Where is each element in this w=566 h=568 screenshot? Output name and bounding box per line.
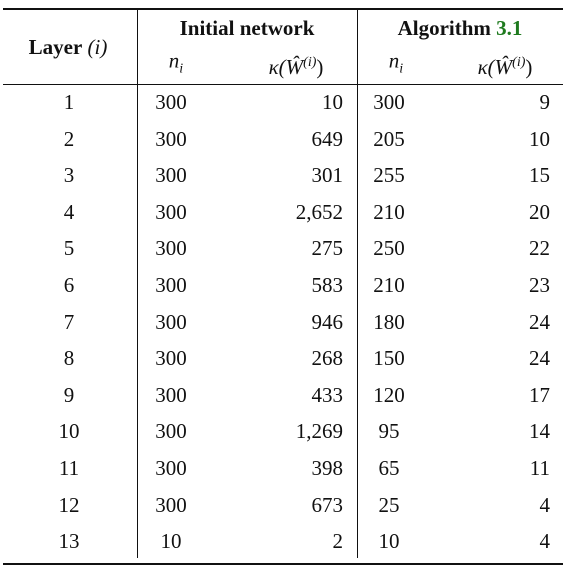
- alg-kappa-cell: 11: [529, 456, 550, 480]
- init-n-cell: 300: [155, 419, 187, 444]
- alg-kappa-cell: 10: [529, 126, 550, 151]
- header-rule: [3, 84, 563, 85]
- init-kappa-cell: 398: [311, 456, 344, 480]
- alg-kappa-cell: 24: [529, 309, 550, 334]
- init-n-cell: 300: [155, 126, 187, 151]
- layer-header: Layer (i): [29, 35, 108, 59]
- alg-n-cell: 10: [378, 529, 400, 554]
- layer-cell: 2: [63, 126, 75, 151]
- layer-cell: 5: [63, 236, 75, 261]
- column-divider: [137, 10, 138, 558]
- init-kappa-cell: 1,269: [295, 419, 343, 444]
- top-rule: [3, 8, 563, 10]
- group-header: Initial network: [179, 16, 315, 40]
- layer-cell: 7: [63, 309, 75, 334]
- alg-kappa-cell: 24: [529, 346, 550, 371]
- layer-cell: 1: [63, 90, 75, 114]
- layer-cell: 8: [63, 346, 75, 371]
- alg-kappa-cell: 23: [529, 273, 550, 297]
- alg-n-cell: 150: [373, 346, 405, 371]
- init-n-cell: 10: [160, 529, 182, 554]
- column-header: ni: [389, 48, 403, 81]
- alg-kappa-cell: 4: [539, 529, 551, 554]
- alg-kappa-cell: 22: [529, 236, 550, 261]
- alg-kappa-cell: 9: [539, 90, 551, 114]
- group-label: Algorithm: [397, 16, 491, 40]
- layer-cell: 11: [58, 456, 80, 480]
- bottom-rule: [3, 563, 563, 565]
- init-n-cell: 300: [155, 346, 187, 371]
- alg-kappa-cell: 4: [539, 492, 551, 517]
- column-base: n: [388, 48, 400, 73]
- alg-n-cell: 25: [378, 492, 400, 517]
- layer-cell: 6: [63, 273, 75, 297]
- layer-cell: 10: [58, 419, 80, 444]
- column-base: n: [168, 48, 180, 73]
- alg-n-cell: 205: [373, 126, 405, 151]
- alg-n-cell: 180: [373, 309, 405, 334]
- alg-n-cell: 210: [373, 273, 405, 297]
- column-sup: (i): [303, 55, 317, 70]
- alg-n-cell: 300: [373, 90, 405, 114]
- column-header: κ(Ŵ(i)): [269, 51, 324, 79]
- init-kappa-cell: 583: [311, 273, 344, 297]
- layer-cell: 3: [63, 163, 75, 188]
- init-n-cell: 300: [155, 236, 187, 261]
- layer-var: (i): [87, 35, 108, 59]
- init-n-cell: 300: [155, 199, 187, 224]
- init-n-cell: 300: [155, 163, 187, 188]
- init-kappa-cell: 673: [311, 492, 344, 517]
- alg-n-cell: 120: [373, 382, 405, 407]
- alg-kappa-cell: 15: [529, 163, 550, 188]
- group-header: Algorithm 3.1: [398, 16, 523, 40]
- layer-label: Layer: [28, 35, 83, 59]
- init-kappa-cell: 268: [311, 346, 344, 371]
- alg-kappa-cell: 14: [529, 419, 550, 444]
- column-close: ): [525, 55, 533, 79]
- layer-cell: 4: [63, 199, 75, 224]
- column-sub: i: [399, 61, 404, 77]
- layer-cell: 9: [63, 382, 75, 407]
- column-header: ni: [169, 48, 183, 81]
- init-kappa-cell: 946: [311, 309, 344, 334]
- init-kappa-cell: 275: [311, 236, 344, 261]
- init-kappa-cell: 2: [332, 529, 344, 554]
- alg-n-cell: 65: [378, 456, 400, 480]
- column-close: ): [316, 55, 324, 79]
- group-ref: 3.1: [496, 16, 523, 40]
- column-sub: i: [179, 61, 184, 77]
- init-n-cell: 300: [155, 309, 187, 334]
- column-divider: [357, 10, 358, 558]
- init-kappa-cell: 10: [322, 90, 343, 114]
- alg-kappa-cell: 17: [529, 382, 550, 407]
- init-kappa-cell: 649: [311, 126, 344, 151]
- init-kappa-cell: 433: [311, 382, 344, 407]
- alg-n-cell: 210: [373, 199, 405, 224]
- layer-cell: 12: [58, 492, 80, 517]
- alg-kappa-cell: 20: [529, 199, 550, 224]
- alg-n-cell: 250: [373, 236, 405, 261]
- column-base: κ(Ŵ: [268, 55, 304, 79]
- alg-n-cell: 95: [378, 419, 400, 444]
- init-n-cell: 300: [155, 456, 187, 480]
- init-n-cell: 300: [155, 382, 187, 407]
- init-kappa-cell: 301: [311, 163, 344, 188]
- alg-n-cell: 255: [373, 163, 405, 188]
- column-header: κ(Ŵ(i)): [478, 51, 533, 79]
- column-base: κ(Ŵ: [477, 55, 513, 79]
- init-kappa-cell: 2,652: [295, 199, 343, 224]
- init-n-cell: 300: [155, 273, 187, 297]
- column-sup: (i): [512, 55, 526, 70]
- init-n-cell: 300: [155, 492, 187, 517]
- init-n-cell: 300: [155, 90, 187, 114]
- layer-cell: 13: [58, 529, 80, 554]
